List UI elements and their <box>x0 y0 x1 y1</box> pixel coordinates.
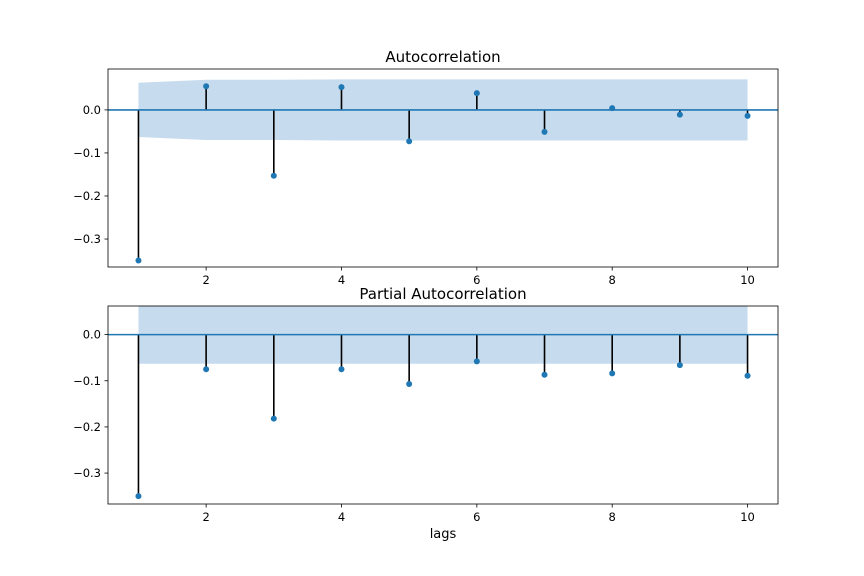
acf-y-tick-label-2: −0.1 <box>73 146 101 160</box>
pacf-marker-lag-4 <box>338 366 345 373</box>
acf-marker-lag-3 <box>270 172 277 179</box>
pacf-marker-lag-10 <box>744 372 751 379</box>
autocorrelation-axes-frame <box>107 68 779 268</box>
pacf-marker-lag-5 <box>406 381 413 387</box>
acf-x-tick-label-2: 2 <box>202 273 209 287</box>
pacf-marker-lag-6 <box>473 358 480 365</box>
acf-x-tick-label-10: 10 <box>740 273 755 287</box>
pacf-marker-lag-8 <box>609 370 616 377</box>
autocorrelation-title: Autocorrelation <box>385 48 500 66</box>
pacf-y-tick-label-3: 0.0 <box>83 328 101 342</box>
acf-marker-lag-6 <box>473 90 480 97</box>
acf-x-tick-label-4: 4 <box>338 273 345 287</box>
acf-x-tick-label-6: 6 <box>473 273 480 287</box>
pacf-x-tick-label-8: 8 <box>609 510 616 524</box>
acf-marker-lag-5 <box>406 138 413 145</box>
acf-x-tick-label-8: 8 <box>609 273 616 287</box>
partial-autocorrelation-title: Partial Autocorrelation <box>359 285 526 303</box>
pacf-y-tick-label-0: −0.3 <box>73 466 101 480</box>
pacf-marker-lag-9 <box>676 362 683 369</box>
acf-marker-lag-2 <box>203 83 210 90</box>
partial-autocorrelation-axes-frame <box>107 305 779 505</box>
acf-y-tick-label-3: 0.0 <box>83 103 101 117</box>
pacf-x-tick-label-4: 4 <box>338 510 345 524</box>
pacf-x-tick-label-6: 6 <box>473 510 480 524</box>
acf-y-tick-label-0: −0.3 <box>73 232 101 246</box>
acf-marker-lag-7 <box>541 128 548 135</box>
pacf-marker-lag-2 <box>203 366 210 373</box>
pacf-marker-lag-7 <box>541 371 548 378</box>
acf-marker-lag-9 <box>676 111 683 118</box>
acf-marker-lag-1 <box>135 257 142 264</box>
x-axis-label: lags <box>430 527 457 542</box>
pacf-x-tick-label-10: 10 <box>740 510 755 524</box>
acf-marker-lag-4 <box>338 84 345 91</box>
partial-autocorrelation-panel: 2 4 6 8 10 −0.3 −0.2 −0.1 0.0 Partial Autocorrel… <box>73 285 779 542</box>
pacf-x-tick-label-2: 2 <box>202 510 209 524</box>
autocorrelation-panel: 2 4 6 8 10 −0.3 −0.2 −0.1 0.0 Autocorrelation <box>73 48 779 287</box>
acf-y-tick-label-1: −0.2 <box>73 189 101 203</box>
pacf-y-tick-label-2: −0.1 <box>73 374 101 388</box>
pacf-y-tick-label-1: −0.2 <box>73 420 101 434</box>
pacf-marker-lag-3 <box>270 415 277 422</box>
acf-marker-lag-8 <box>609 105 616 112</box>
acf-marker-lag-10 <box>744 112 751 119</box>
pacf-marker-lag-1 <box>135 493 142 500</box>
